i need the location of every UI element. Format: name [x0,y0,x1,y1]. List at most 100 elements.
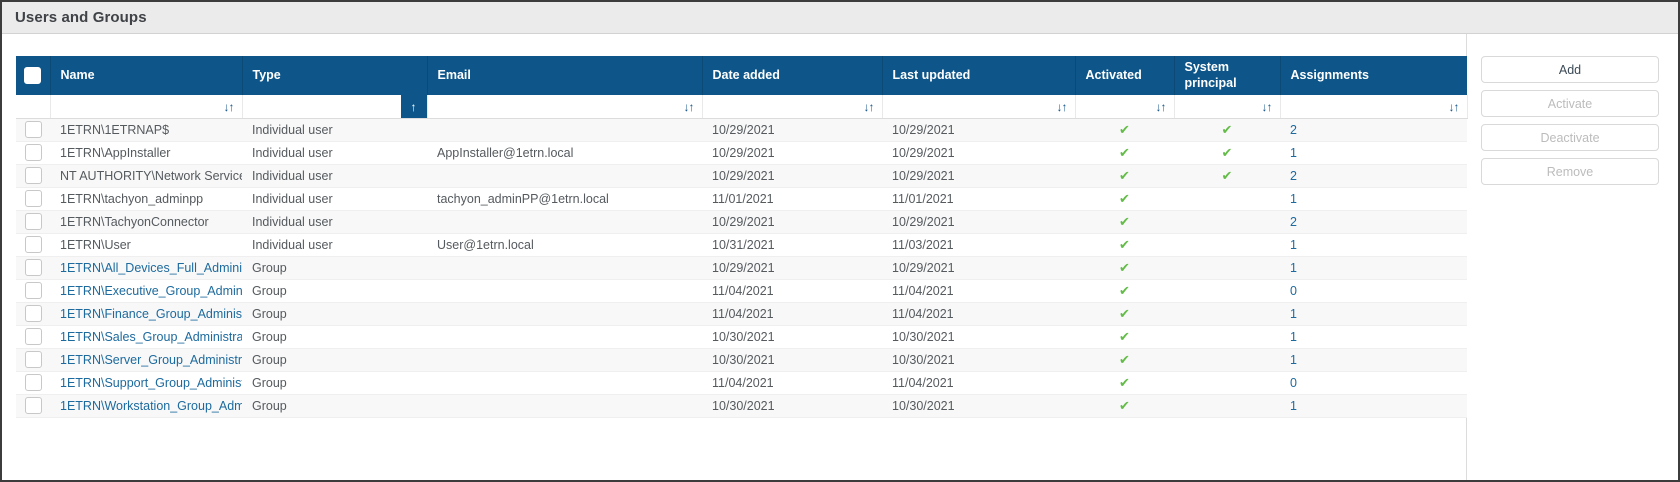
column-header-assignments[interactable]: Assignments [1279,56,1467,96]
cell-date_added: 11/01/2021 [702,187,882,211]
sort-button-email[interactable]: ↓↑ [683,99,695,114]
cell-assignments[interactable]: 1 [1280,348,1467,372]
row-checkbox[interactable] [24,259,42,277]
cell-name[interactable]: 1ETRN\Executive_Group_Admini... [50,279,242,303]
cell-last_updated: 11/03/2021 [882,233,1075,257]
filter-input-email[interactable]: ↓↑ [427,95,703,119]
sort-button-date_added[interactable]: ↓↑ [863,99,875,114]
cell-activated: ✔ [1075,348,1174,372]
sort-button-name[interactable]: ↓↑ [223,99,235,114]
cell-assignments[interactable]: 1 [1280,302,1467,326]
column-header-activated[interactable]: Activated [1074,56,1174,96]
cell-name[interactable]: 1ETRN\Workstation_Group_Adm... [50,394,242,418]
deactivate-button[interactable]: Deactivate [1481,124,1659,151]
cell-name[interactable]: 1ETRN\Sales_Group_Administrat... [50,325,242,349]
row-checkbox[interactable] [24,328,42,346]
add-button[interactable]: Add [1481,56,1659,83]
cell-name[interactable]: 1ETRN\Support_Group_Administ... [50,371,242,395]
row-checkbox[interactable] [24,144,42,162]
sort-button-last_updated[interactable]: ↓↑ [1056,99,1068,114]
cell-activated: ✔ [1075,187,1174,211]
action-buttons: Add Activate Deactivate Remove [1481,56,1662,185]
cell-assignments[interactable]: 1 [1280,256,1467,280]
cell-date_added: 10/29/2021 [702,256,882,280]
column-header-last_updated[interactable]: Last updated [881,56,1075,96]
filter-input-date_added[interactable]: ↓↑ [702,95,883,119]
row-checkbox[interactable] [24,121,42,139]
filter-input-name[interactable]: ↓↑ [50,95,243,119]
sort-button-activated[interactable]: ↓↑ [1155,99,1167,114]
cell-name[interactable]: 1ETRN\Finance_Group_Administ... [50,302,242,326]
check-icon: ✔ [1119,121,1130,137]
filter-input-system_principal[interactable]: ↓↑ [1174,95,1281,119]
filter-input-assignments[interactable]: ↓↑ [1280,95,1468,119]
check-icon: ✔ [1119,144,1130,160]
remove-button[interactable]: Remove [1481,158,1659,185]
cell-type: Group [242,348,427,372]
sort-button-system_principal[interactable]: ↓↑ [1261,99,1273,114]
row-checkbox[interactable] [24,374,42,392]
cell-assignments[interactable]: 1 [1280,187,1467,211]
table-row: 1ETRN\All_Devices_Full_Adminis... Group 10… [16,256,1467,280]
table-body: 1ETRN\1ETRNAP$ Individual user 10/29/2021 1… [16,118,1467,418]
check-icon: ✔ [1119,167,1130,183]
table-pane: Name Type Email Date added Last updated Activ… [2,34,1468,480]
row-checkbox-cell [16,394,50,418]
cell-system_principal [1174,325,1280,349]
cell-date_added: 10/29/2021 [702,118,882,142]
column-header-system_principal[interactable]: System principal [1173,56,1280,96]
title-bar: Users and Groups [2,2,1678,34]
cell-type: Individual user [242,118,427,142]
cell-email: User@1etrn.local [427,233,702,257]
cell-email [427,302,702,326]
row-checkbox[interactable] [24,190,42,208]
cell-name[interactable]: 1ETRN\Server_Group_Administr... [50,348,242,372]
cell-assignments[interactable]: 0 [1280,371,1467,395]
cell-assignments[interactable]: 1 [1280,394,1467,418]
row-checkbox[interactable] [24,282,42,300]
cell-assignments[interactable]: 2 [1280,164,1467,188]
filter-input-last_updated[interactable]: ↓↑ [882,95,1076,119]
cell-assignments[interactable]: 1 [1280,325,1467,349]
cell-assignments[interactable]: 2 [1280,118,1467,142]
cell-assignments[interactable]: 0 [1280,279,1467,303]
row-checkbox[interactable] [24,305,42,323]
column-header-name[interactable]: Name [49,56,242,96]
column-header-date_added[interactable]: Date added [701,56,882,96]
table-row: 1ETRN\Executive_Group_Admini... Group 11/0… [16,279,1467,303]
row-checkbox[interactable] [24,167,42,185]
column-header-type[interactable]: Type [241,56,427,96]
row-checkbox[interactable] [24,397,42,415]
row-checkbox[interactable] [24,236,42,254]
row-checkbox[interactable] [24,213,42,231]
cell-date_added: 10/29/2021 [702,164,882,188]
sort-button-type[interactable]: ↑ [400,95,427,119]
cell-last_updated: 10/30/2021 [882,325,1075,349]
cell-name[interactable]: 1ETRN\All_Devices_Full_Adminis... [50,256,242,280]
cell-type: Group [242,371,427,395]
cell-system_principal: ✔ [1174,164,1280,188]
column-header-email[interactable]: Email [426,56,702,96]
cell-assignments[interactable]: 1 [1280,141,1467,165]
cell-activated: ✔ [1075,141,1174,165]
activate-button[interactable]: Activate [1481,90,1659,117]
cell-date_added: 10/31/2021 [702,233,882,257]
cell-name: 1ETRN\tachyon_adminpp [50,187,242,211]
row-checkbox[interactable] [24,351,42,369]
cell-assignments[interactable]: 1 [1280,233,1467,257]
cell-email [427,164,702,188]
cell-email: AppInstaller@1etrn.local [427,141,702,165]
cell-activated: ✔ [1075,325,1174,349]
row-checkbox-cell [16,187,50,211]
cell-assignments[interactable]: 2 [1280,210,1467,234]
cell-name: 1ETRN\AppInstaller [50,141,242,165]
check-icon: ✔ [1119,374,1130,390]
filter-input-type[interactable]: ↑ [242,95,428,119]
row-checkbox-cell [16,210,50,234]
select-all-checkbox[interactable] [24,67,42,85]
sort-button-assignments[interactable]: ↓↑ [1448,99,1460,114]
filter-input-activated[interactable]: ↓↑ [1075,95,1175,119]
cell-system_principal [1174,371,1280,395]
cell-email [427,118,702,142]
row-checkbox-cell [16,141,50,165]
